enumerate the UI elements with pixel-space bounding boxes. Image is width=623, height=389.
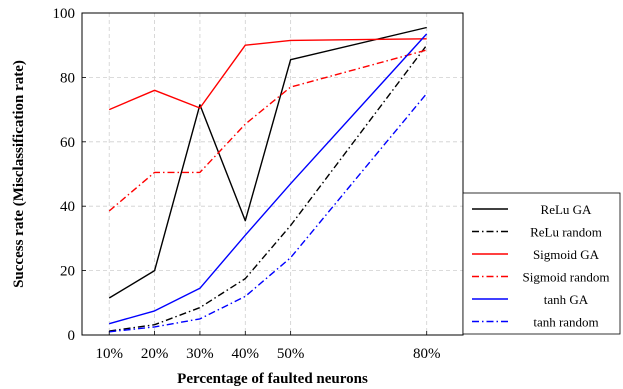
y-tick-label: 80 bbox=[60, 70, 75, 86]
y-tick-label: 100 bbox=[53, 6, 76, 22]
series-line-3 bbox=[108, 49, 427, 212]
grid-lines bbox=[82, 12, 463, 336]
legend: ReLu GA ReLu random Sigmoid GA Sigmoid rand… bbox=[462, 192, 621, 335]
series-line-4 bbox=[109, 33, 428, 325]
legend-label: ReLu GA bbox=[541, 202, 593, 217]
y-tick-label: 40 bbox=[60, 199, 75, 215]
y-axis-label: Success rate (Misclassification rate) bbox=[11, 60, 27, 288]
series-line-2 bbox=[108, 38, 427, 111]
x-tick-label: 30% bbox=[186, 346, 214, 362]
y-tick-label: 0 bbox=[68, 328, 76, 344]
x-tick-label: 40% bbox=[232, 346, 260, 362]
series-line-0 bbox=[108, 26, 427, 299]
plot-frame bbox=[81, 12, 464, 336]
series-line-5 bbox=[109, 93, 428, 333]
x-tick-label: 80% bbox=[413, 346, 441, 362]
legend-label: tanh random bbox=[533, 315, 598, 330]
legend-box bbox=[462, 192, 621, 335]
series-lines bbox=[108, 26, 428, 333]
legend-label: tanh GA bbox=[544, 292, 589, 307]
y-tick-label: 20 bbox=[60, 264, 75, 280]
x-tick-label: 20% bbox=[141, 346, 169, 362]
y-axis-ticks: 0 20 40 60 80 100 bbox=[53, 6, 86, 344]
x-axis-label: Percentage of faulted neurons bbox=[177, 371, 368, 387]
series-line-1 bbox=[109, 44, 428, 332]
legend-label: Sigmoid GA bbox=[533, 247, 600, 262]
y-tick-label: 60 bbox=[60, 135, 75, 151]
x-tick-label: 10% bbox=[95, 346, 123, 362]
legend-label: Sigmoid random bbox=[522, 270, 609, 285]
x-axis-ticks: 10% 20% 30% 40% 50% 80% bbox=[95, 331, 440, 362]
legend-label: ReLu random bbox=[530, 225, 602, 240]
x-tick-label: 50% bbox=[277, 346, 305, 362]
